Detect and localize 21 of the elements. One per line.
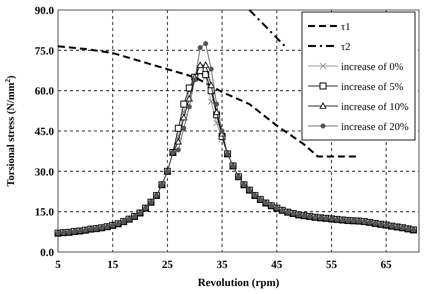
legend-label: increase of 0% [341, 62, 404, 73]
legend-label: τ1 [341, 22, 350, 33]
y-tick-label: 45.0 [34, 126, 54, 138]
y-tick-label: 15.0 [34, 206, 54, 219]
x-axis-title: Revolution (rpm) [198, 277, 280, 289]
x-tick-label: 15 [107, 259, 119, 271]
legend-label: increase of 10% [341, 102, 409, 113]
legend-label: increase of 5% [341, 82, 404, 93]
x-tick-label: 5 [55, 259, 62, 271]
y-tick-label: 0.0 [40, 247, 54, 259]
x-tick-label: 55 [326, 259, 338, 271]
x-tick-label: 35 [216, 259, 228, 271]
y-tick-label: 60.0 [34, 86, 54, 98]
y-tick-label: 90.0 [34, 5, 54, 17]
y-tick-label: 75.0 [34, 45, 54, 58]
legend-label: increase of 20% [341, 122, 409, 133]
y-tick-label: 30.0 [34, 166, 54, 178]
x-tick-label: 65 [380, 259, 392, 271]
x-tick-label: 45 [271, 259, 283, 271]
legend-label: τ2 [341, 42, 350, 53]
x-tick-label: 25 [162, 259, 174, 271]
